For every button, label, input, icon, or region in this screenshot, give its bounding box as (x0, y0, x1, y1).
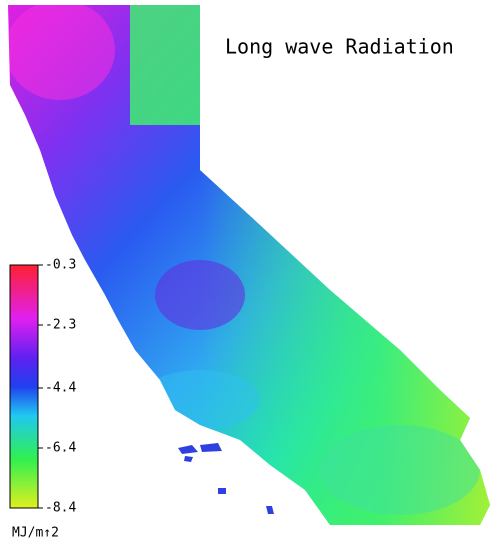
map-title: Long wave Radiation (225, 35, 454, 59)
colorbar-tick-label: -6.4 (45, 441, 76, 456)
california-raster (8, 5, 490, 525)
colorbar-unit: MJ/m↑2 (12, 526, 59, 541)
islands (178, 443, 274, 514)
colorbar-tick-label: -0.3 (45, 258, 76, 273)
colorbar-tick-label: -2.3 (45, 318, 76, 333)
colorbar-tick-label: -4.4 (45, 381, 76, 396)
colorbar (9, 264, 39, 509)
colorbar-tick-label: -8.4 (45, 501, 76, 516)
